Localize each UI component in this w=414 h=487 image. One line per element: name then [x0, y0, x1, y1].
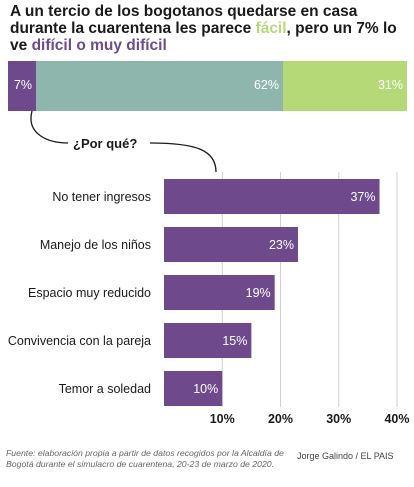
bar — [164, 323, 252, 358]
category-label: Convivencia con la pareja — [8, 334, 151, 348]
x-tick-label: 10% — [210, 412, 235, 426]
x-tick-label: 40% — [384, 412, 409, 426]
bar — [164, 275, 275, 310]
category-label: Manejo de los niños — [40, 238, 151, 252]
category-label: Temor a soledad — [59, 382, 151, 396]
why-label: ¿Por qué? — [73, 136, 138, 151]
value-label: 37% — [350, 190, 375, 204]
bar — [164, 179, 380, 214]
connector-right-curve — [149, 142, 217, 173]
why-connector — [30, 110, 217, 173]
author-credit: Jorge Galindo / EL PAIS — [297, 451, 394, 461]
x-tick-label: 20% — [268, 412, 293, 426]
stack-segment-2 — [283, 61, 407, 111]
stacked-bar: 7% 62% 31% — [8, 61, 407, 111]
title-part-1: A un tercio de los bogotanos quedarse en… — [10, 3, 358, 37]
category-label: Espacio muy reducido — [28, 286, 151, 300]
stack-segment-0 — [8, 61, 36, 111]
stack-segment-label-2: 31% — [377, 78, 403, 92]
value-label: 19% — [246, 286, 271, 300]
connector-left-curve — [30, 110, 69, 144]
chart-title: A un tercio de los bogotanos quedarse en… — [10, 3, 410, 54]
title-easy-word: fácil — [255, 20, 287, 37]
source-note: Fuente: elaboración propia a partir de d… — [6, 448, 284, 469]
value-label: 15% — [222, 334, 247, 348]
title-part-2: , pero un 7% lo ve — [10, 20, 397, 54]
value-label: 23% — [269, 238, 294, 252]
stack-segment-label-1: 62% — [253, 78, 279, 92]
bar — [164, 371, 223, 406]
title-hard-word: difícil o muy difícil — [31, 37, 167, 54]
x-tick-label: 30% — [326, 412, 351, 426]
value-label: 10% — [193, 382, 218, 396]
category-label: No tener ingresos — [52, 190, 151, 204]
bar — [164, 227, 298, 262]
stack-segment-1 — [36, 61, 283, 111]
stack-segment-label-0: 7% — [13, 78, 32, 92]
